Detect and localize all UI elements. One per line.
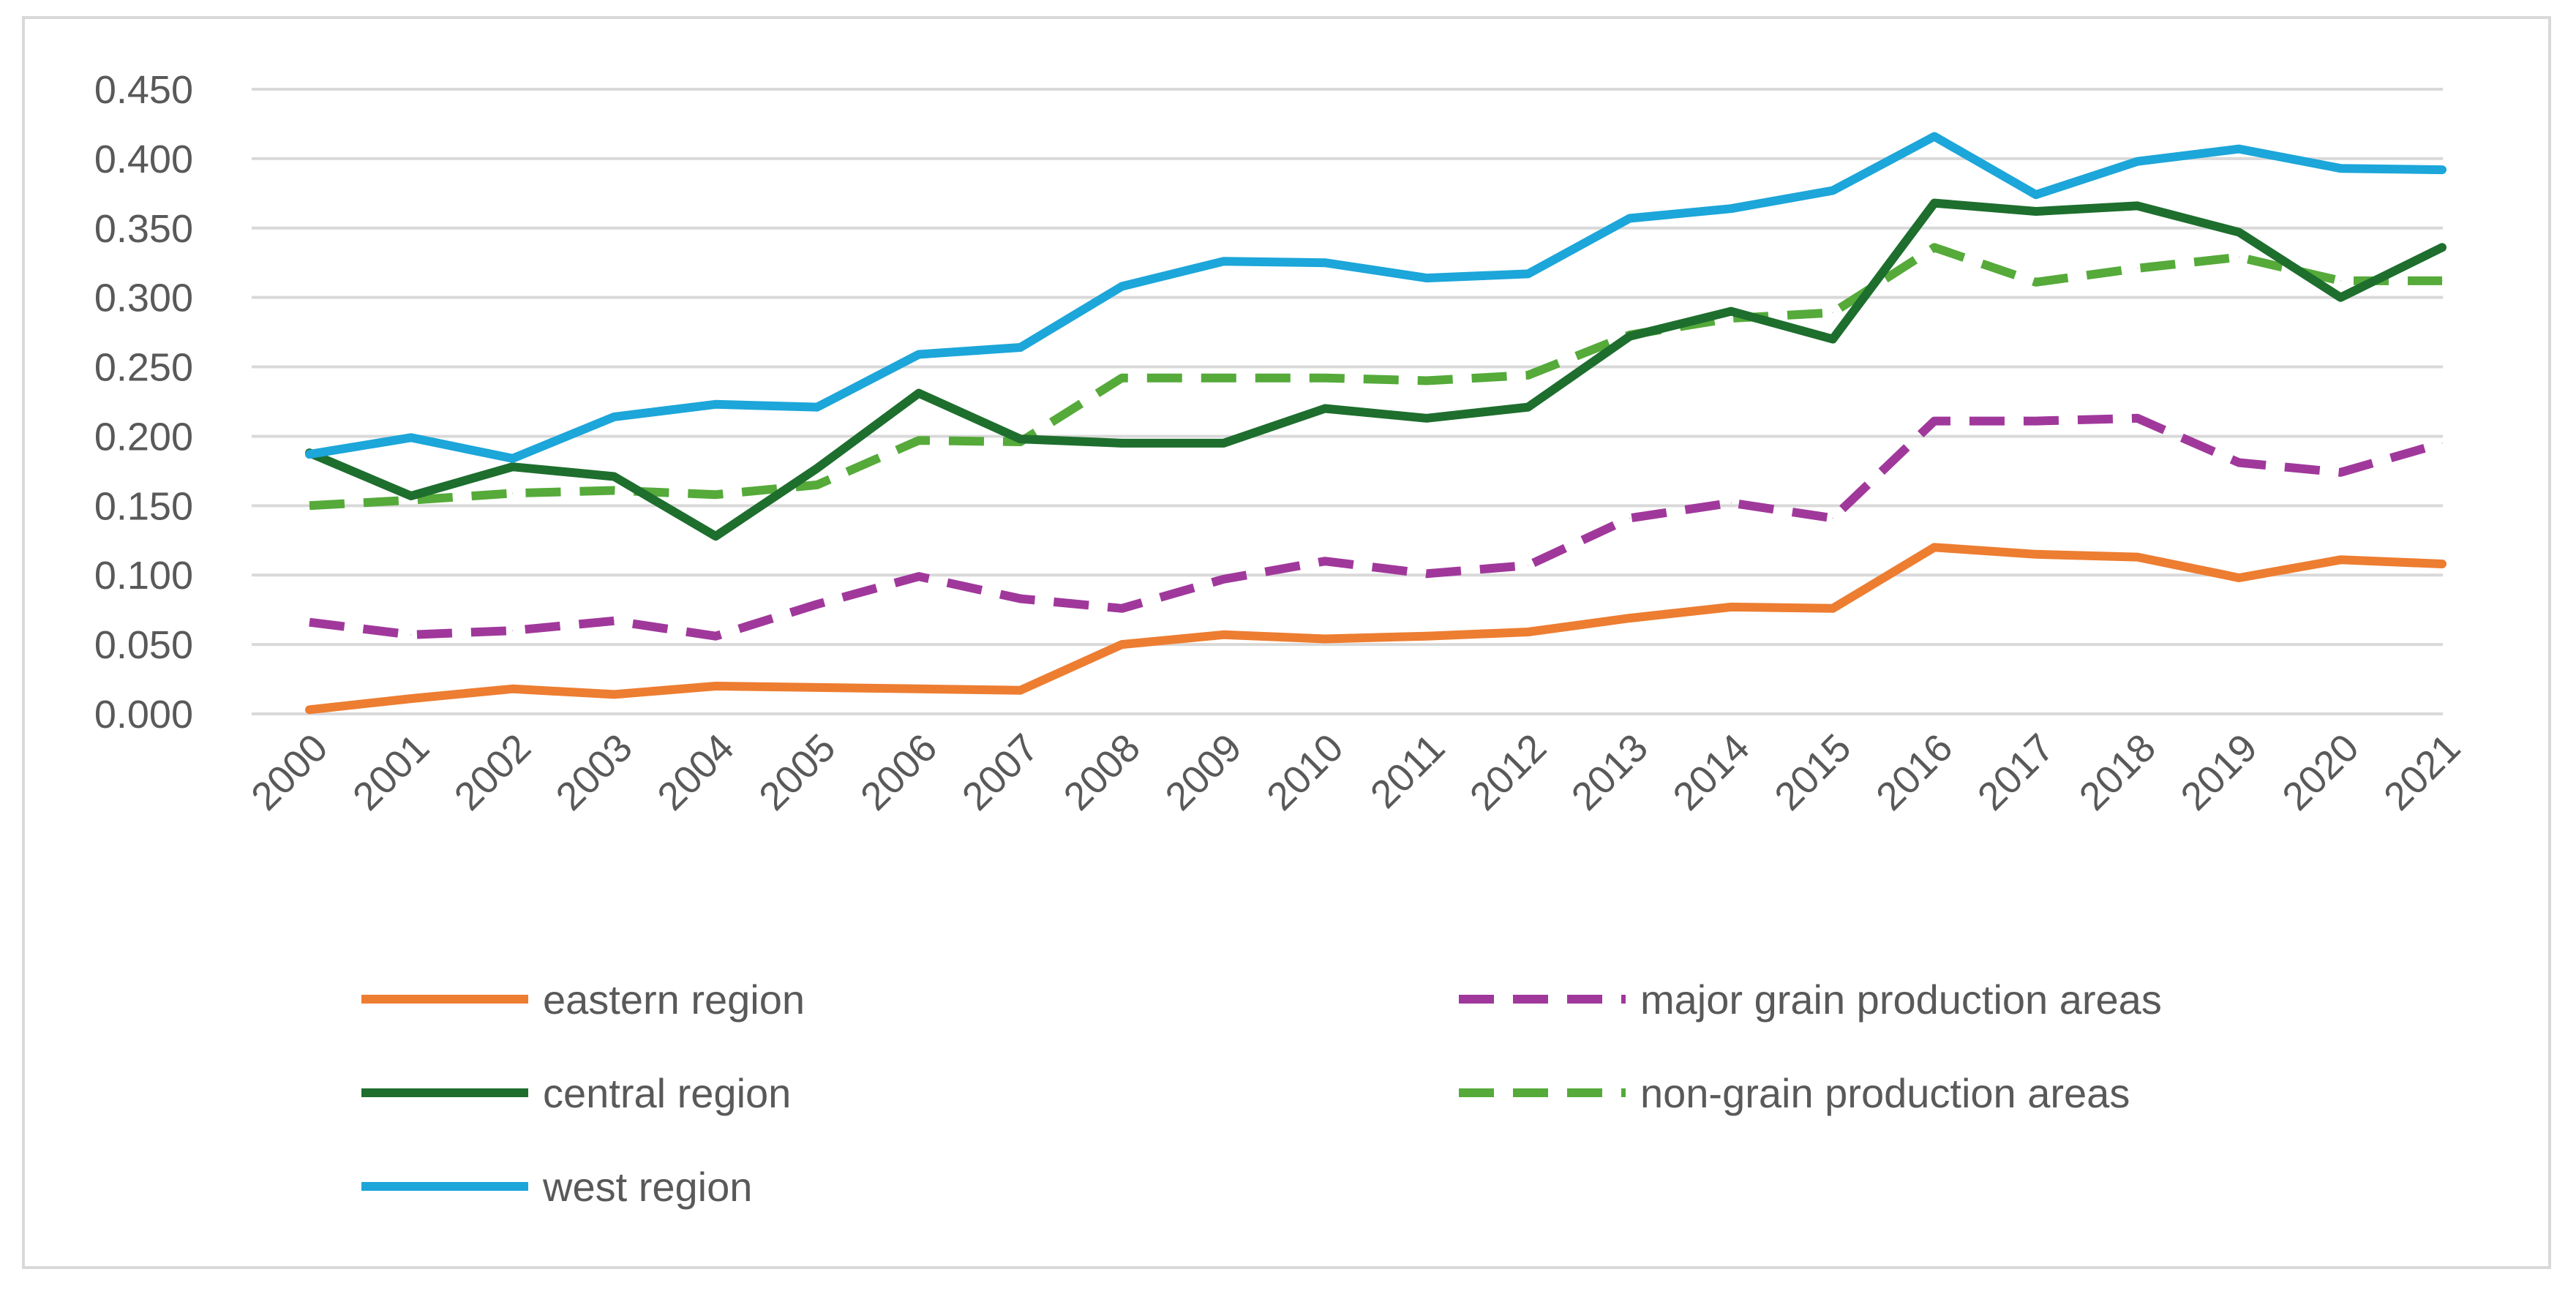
data-point (512, 458, 514, 459)
x-tick-label: 2021 (2376, 726, 2468, 818)
data-point (2035, 211, 2037, 212)
data-point (918, 688, 920, 690)
y-tick-label: 0.400 (94, 138, 193, 181)
y-tick-label: 0.250 (94, 346, 193, 390)
data-point (816, 603, 818, 605)
x-tick-label: 2011 (1362, 726, 1454, 817)
data-point (2340, 297, 2341, 298)
x-tick-label: 2000 (243, 726, 336, 818)
y-tick-label: 0.050 (94, 623, 193, 667)
x-tick-label: 2016 (1868, 726, 1961, 818)
data-point (1223, 634, 1224, 636)
data-point (512, 492, 514, 494)
data-point (1324, 407, 1326, 409)
series-lines (305, 132, 2447, 715)
data-point (1629, 217, 1631, 219)
x-tick-label: 2018 (2071, 726, 2164, 818)
data-point (309, 453, 310, 455)
data-point (1730, 606, 1732, 608)
x-tick-label: 2005 (751, 726, 844, 818)
y-tick-label: 0.150 (94, 484, 193, 528)
y-tick-label: 0.200 (94, 415, 193, 459)
line-chart: 0.000 0.050 0.100 0.150 0.200 0.250 0.300 0.350… (94, 68, 2469, 1210)
data-point (2137, 161, 2138, 162)
data-point (2441, 280, 2443, 282)
legend-label: central region (543, 1070, 791, 1116)
data-point (1020, 598, 1021, 599)
data-point (1324, 377, 1326, 379)
data-point (1324, 560, 1326, 562)
data-point (1730, 311, 1732, 312)
x-tick-label: 2007 (954, 726, 1047, 818)
series-line-eastern-region (305, 543, 2447, 715)
data-point (309, 505, 310, 506)
legend: eastern region central region west region m… (361, 976, 2162, 1210)
data-point (613, 620, 615, 622)
y-axis-ticks: 0.000 0.050 0.100 0.150 0.200 0.250 0.300 0.350… (94, 68, 193, 737)
series-line-central-region (305, 198, 2447, 541)
x-tick-label: 2002 (446, 726, 539, 818)
data-point (816, 467, 818, 469)
x-tick-label: 2009 (1157, 726, 1250, 818)
x-tick-label: 2003 (548, 726, 641, 818)
x-axis-ticks: 2000 2001 2002 2003 2004 2005 2006 2007 2008 2009… (243, 726, 2468, 818)
x-tick-label: 2020 (2274, 726, 2367, 818)
data-point (613, 489, 615, 491)
data-point (2441, 563, 2443, 565)
series-line-major-grain-production-areas (309, 413, 2444, 641)
y-tick-label: 0.300 (94, 276, 193, 320)
x-tick-label: 2004 (649, 726, 742, 818)
data-point (613, 416, 615, 418)
x-tick-label: 2013 (1563, 726, 1656, 818)
data-point (918, 353, 920, 355)
gridlines (252, 88, 2443, 715)
data-point (1730, 317, 1732, 319)
data-point (816, 484, 818, 486)
data-point (410, 634, 412, 636)
data-point (2441, 246, 2443, 248)
data-point (1426, 277, 1427, 279)
data-point (918, 393, 920, 394)
data-point (1020, 438, 1021, 440)
data-point (512, 688, 514, 690)
data-point (410, 495, 412, 497)
data-point (918, 576, 920, 577)
x-tick-label: 2017 (1969, 726, 2062, 818)
data-point (2340, 280, 2341, 282)
legend-label: non-grain production areas (1640, 1070, 2130, 1116)
data-point (1426, 573, 1427, 574)
y-tick-label: 0.000 (94, 693, 193, 737)
data-point (2340, 168, 2341, 169)
data-point (1629, 517, 1631, 519)
data-point (1730, 208, 1732, 209)
data-point (613, 475, 615, 477)
chart-frame: 0.000 0.050 0.100 0.150 0.200 0.250 0.300 0.350… (22, 16, 2551, 1269)
series-line-west-region (305, 132, 2447, 463)
series-line-non-grain-production-areas (309, 243, 2442, 511)
x-tick-label: 2019 (2172, 726, 2265, 818)
x-tick-label: 2008 (1056, 726, 1149, 818)
data-point (816, 687, 818, 688)
legend-label: west region (542, 1164, 752, 1210)
data-point (613, 693, 615, 695)
data-point (1629, 617, 1631, 619)
data-point (2340, 472, 2341, 473)
data-point (918, 440, 920, 441)
legend-label: eastern region (543, 976, 805, 1023)
x-tick-label: 2012 (1462, 726, 1555, 818)
x-tick-label: 2015 (1766, 726, 1859, 818)
legend-label: major grain production areas (1640, 976, 2162, 1023)
x-tick-label: 2001 (345, 726, 438, 818)
data-point (1426, 380, 1427, 382)
x-tick-label: 2006 (852, 726, 945, 818)
x-tick-label: 2014 (1664, 726, 1757, 818)
y-tick-label: 0.100 (94, 554, 193, 598)
x-tick-label: 2010 (1258, 726, 1351, 818)
y-tick-label: 0.350 (94, 207, 193, 251)
data-point (1223, 260, 1224, 262)
data-point (1223, 377, 1224, 379)
y-tick-label: 0.450 (94, 68, 193, 112)
data-point (410, 437, 412, 438)
